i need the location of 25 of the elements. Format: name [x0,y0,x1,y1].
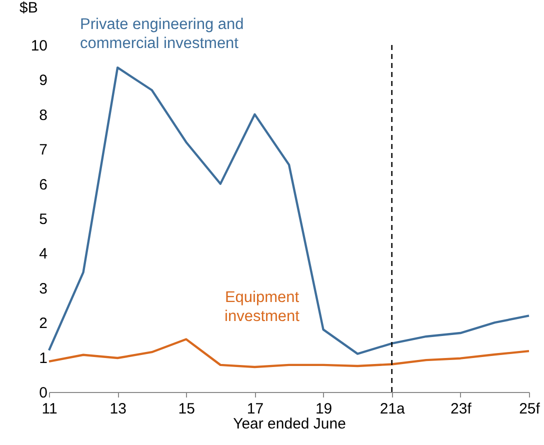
x-axis-title: Year ended June [233,416,346,432]
y-axis-title: $B [20,0,38,16]
y-tick-label: 7 [39,142,48,159]
x-tick-label: 25f [519,400,541,418]
y-tick-label: 8 [39,106,48,124]
y-tick-label: 1 [39,350,48,367]
y-tick-label: 2 [39,315,48,332]
y-tick-label: 3 [39,280,48,298]
x-tick-label: 19 [315,400,332,418]
x-tick-label: 11 [42,400,58,418]
text: Equipment investment [224,289,300,325]
line-series [48,66,530,355]
y-tick-label: 9 [39,72,48,90]
text: Private engineering and commercial investment [80,16,244,52]
x-tick-label: 15 [178,400,195,418]
x-tick-label: 13 [110,400,126,418]
y-tick-label: 10 [30,38,48,54]
x-tick-label: 21a [380,400,406,418]
x-tick-label: 17 [246,400,264,418]
y-tick-label: 0 [39,384,48,402]
line-series [48,338,530,368]
y-tick-label: 4 [39,246,48,263]
x-tick-label: 23f [450,400,472,418]
y-tick-label: 6 [39,176,48,194]
y-tick-label: 5 [39,211,48,228]
